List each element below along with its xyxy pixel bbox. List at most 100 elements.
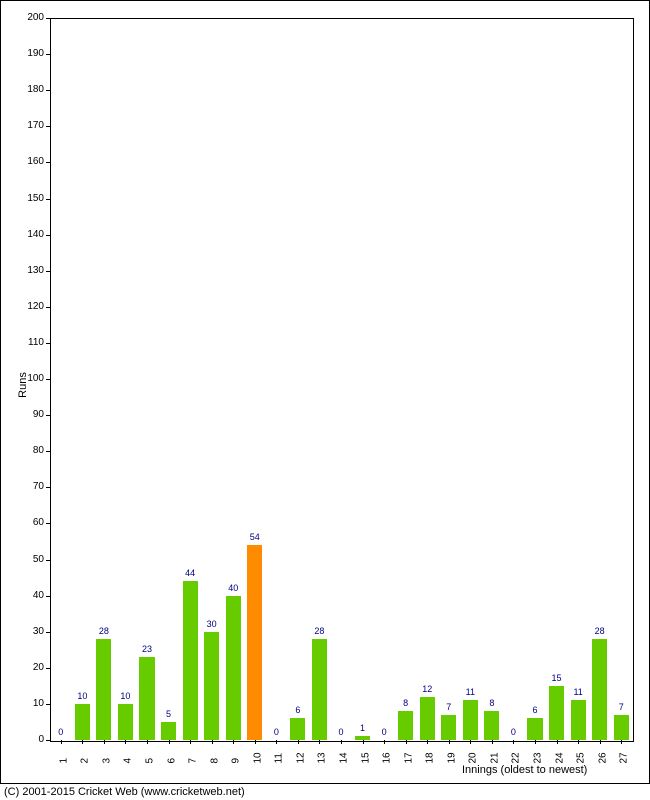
- x-tick-mark: [61, 740, 62, 744]
- bar-value-label: 7: [619, 702, 624, 712]
- plot-area: [50, 18, 634, 742]
- x-tick-mark: [298, 740, 299, 744]
- x-tick-mark: [384, 740, 385, 744]
- x-tick-label: 16: [382, 752, 393, 763]
- y-tick-label: 60: [22, 517, 44, 528]
- bar-value-label: 5: [166, 709, 171, 719]
- bar-value-label: 0: [511, 727, 516, 737]
- x-tick-mark: [600, 740, 601, 744]
- x-tick-label: 10: [252, 752, 263, 763]
- x-tick-label: 7: [188, 758, 199, 764]
- chart-container: Runs Innings (oldest to newest) (C) 2001…: [0, 0, 650, 800]
- x-tick-label: 9: [231, 758, 242, 764]
- x-tick-mark: [363, 740, 364, 744]
- y-tick-mark: [46, 379, 50, 380]
- x-tick-label: 3: [101, 758, 112, 764]
- bar-value-label: 28: [314, 626, 324, 636]
- x-tick-mark: [470, 740, 471, 744]
- y-tick-mark: [46, 704, 50, 705]
- x-tick-label: 2: [80, 758, 91, 764]
- y-tick-label: 80: [22, 445, 44, 456]
- y-tick-label: 20: [22, 662, 44, 673]
- y-tick-label: 50: [22, 554, 44, 565]
- x-tick-mark: [147, 740, 148, 744]
- x-tick-label: 1: [58, 758, 69, 764]
- bar-value-label: 0: [382, 727, 387, 737]
- x-tick-mark: [341, 740, 342, 744]
- x-tick-mark: [104, 740, 105, 744]
- bar: [247, 545, 262, 740]
- x-tick-label: 24: [554, 752, 565, 763]
- x-tick-mark: [427, 740, 428, 744]
- y-tick-label: 180: [22, 84, 44, 95]
- x-tick-mark: [513, 740, 514, 744]
- y-tick-mark: [46, 560, 50, 561]
- bar: [75, 704, 90, 740]
- x-tick-mark: [276, 740, 277, 744]
- x-tick-label: 17: [403, 752, 414, 763]
- y-tick-mark: [46, 740, 50, 741]
- y-tick-label: 110: [22, 337, 44, 348]
- x-tick-label: 23: [533, 752, 544, 763]
- x-tick-label: 15: [360, 752, 371, 763]
- bar-value-label: 28: [595, 626, 605, 636]
- y-tick-mark: [46, 451, 50, 452]
- bar: [463, 700, 478, 740]
- y-tick-mark: [46, 343, 50, 344]
- bar-value-label: 11: [466, 687, 475, 697]
- x-tick-mark: [190, 740, 191, 744]
- bar-value-label: 7: [446, 702, 451, 712]
- y-tick-mark: [46, 90, 50, 91]
- y-tick-mark: [46, 18, 50, 19]
- bar: [398, 711, 413, 740]
- y-tick-label: 70: [22, 481, 44, 492]
- y-tick-mark: [46, 199, 50, 200]
- bar: [139, 657, 154, 740]
- x-tick-mark: [578, 740, 579, 744]
- y-tick-mark: [46, 307, 50, 308]
- bar: [118, 704, 133, 740]
- bar-value-label: 15: [552, 673, 562, 683]
- bar: [571, 700, 586, 740]
- bar-value-label: 10: [120, 691, 130, 701]
- x-axis-label: Innings (oldest to newest): [462, 764, 587, 776]
- x-tick-mark: [255, 740, 256, 744]
- y-tick-mark: [46, 54, 50, 55]
- x-tick-label: 5: [145, 758, 156, 764]
- x-tick-mark: [319, 740, 320, 744]
- bar-value-label: 0: [338, 727, 343, 737]
- x-tick-label: 12: [295, 752, 306, 763]
- x-tick-label: 6: [166, 758, 177, 764]
- y-tick-label: 190: [22, 48, 44, 59]
- y-tick-label: 10: [22, 698, 44, 709]
- y-tick-mark: [46, 596, 50, 597]
- x-tick-label: 19: [446, 752, 457, 763]
- bar-value-label: 0: [58, 727, 63, 737]
- x-tick-label: 11: [274, 753, 285, 763]
- bar: [161, 722, 176, 740]
- x-tick-label: 18: [425, 752, 436, 763]
- y-tick-mark: [46, 162, 50, 163]
- y-tick-label: 90: [22, 409, 44, 420]
- y-tick-mark: [46, 126, 50, 127]
- bar-value-label: 54: [250, 532, 260, 542]
- bar-value-label: 30: [207, 619, 217, 629]
- bar: [312, 639, 327, 740]
- y-tick-mark: [46, 668, 50, 669]
- bar: [592, 639, 607, 740]
- x-tick-mark: [169, 740, 170, 744]
- bar-value-label: 6: [295, 705, 300, 715]
- x-tick-mark: [233, 740, 234, 744]
- x-tick-mark: [621, 740, 622, 744]
- bar-value-label: 11: [573, 687, 582, 697]
- x-tick-label: 14: [339, 752, 350, 763]
- x-tick-label: 25: [576, 752, 587, 763]
- y-tick-mark: [46, 271, 50, 272]
- y-tick-label: 30: [22, 626, 44, 637]
- y-tick-label: 200: [22, 12, 44, 23]
- x-tick-mark: [82, 740, 83, 744]
- bar-value-label: 8: [489, 698, 494, 708]
- y-tick-mark: [46, 415, 50, 416]
- y-tick-mark: [46, 632, 50, 633]
- x-tick-label: 21: [489, 752, 500, 763]
